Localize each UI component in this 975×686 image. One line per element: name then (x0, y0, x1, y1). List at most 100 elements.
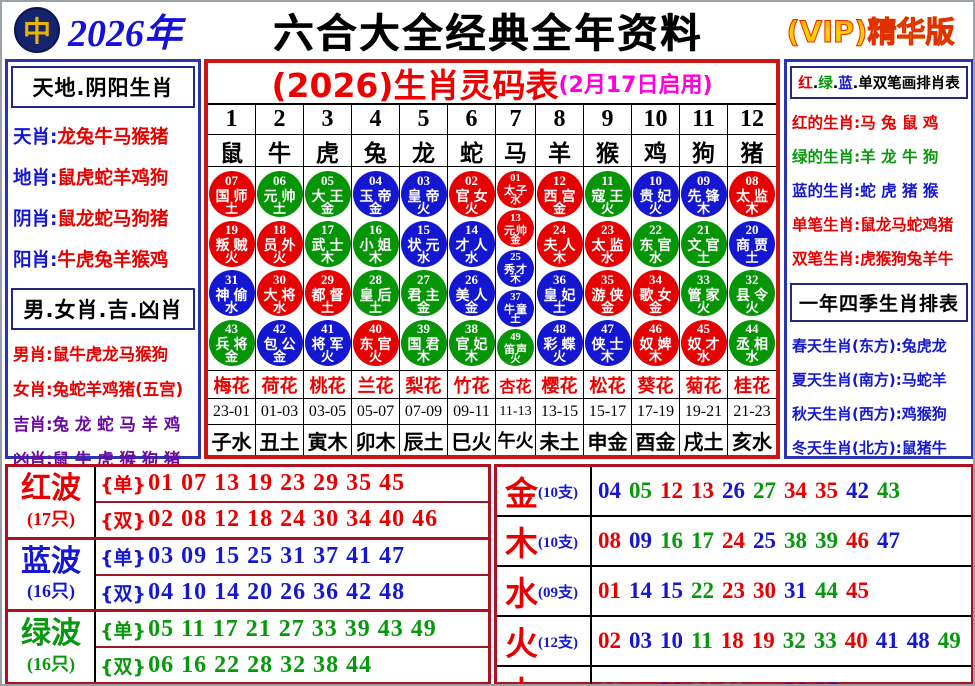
number-ball-36: 36 皇妃土 (536, 270, 583, 317)
gender-zodiac-row-0: 男肖: 鼠牛虎龙马猴狗 (8, 341, 198, 365)
element-number: 49 (937, 628, 961, 653)
table-title-main: (2026)生肖灵码表 (271, 66, 559, 105)
color-zodiac-label: 单笔生肖: (792, 216, 861, 234)
ball-number: 46 (649, 321, 662, 337)
sky-zodiac-value: 龙兔牛马猴猪 (57, 127, 169, 148)
zodiac-column-8: 8 羊 12 西宫金 24 夫人木 36 皇妃土 48 彩蝶火樱花 13-15 未土 (536, 105, 584, 455)
zodiac-grid: 1 鼠 07 国师土 19 叛贼火 31 神偷水 43 兵将金梅花 23-01 子水 2 牛 06 元帅土 18… (208, 105, 776, 455)
sky-zodiac-label: 地肖: (13, 168, 58, 189)
number-ball-16: 16 小姐木 (352, 220, 399, 267)
ball-number: 37 (510, 291, 521, 303)
column-number: 4 (352, 105, 399, 135)
wave-numbers-box: 红波 (17只) {单} 01 07 13 19 23 29 35 45 {双} 02 0… (5, 464, 491, 684)
column-number: 1 (208, 105, 255, 135)
right-section2-rows: 春天生肖(东方): 兔虎龙 夏天生肖(南方): 马蛇羊 秋天生肖(西方): 鸡猴狗 冬天生肖… (787, 335, 971, 458)
ball-number: 30 (273, 271, 286, 287)
ball-title: 叛贼 (215, 238, 252, 255)
number-ball-47: 47 侠士木 (584, 319, 631, 366)
brand-logo-icon: 中 (14, 6, 60, 53)
column-branch: 亥水 (732, 429, 772, 454)
element-numbers-box: 金 (10支) 04 05 12 13 26 27 34 35 42 43 木 (10支) 08 09 16 17… (494, 464, 973, 684)
wave-rows: {单} 05 11 17 21 27 33 39 43 49 {双} 06 16 22… (96, 612, 488, 682)
element-number: 25 (753, 528, 776, 553)
ball-title: 国君 (407, 337, 444, 354)
ball-element: 土 (272, 201, 286, 217)
number-ball-37: 37 牛童土 (497, 289, 534, 327)
ball-element: 木 (368, 251, 382, 267)
ball-element: 金 (416, 300, 430, 316)
sky-zodiac-row-0: 天肖: 龙兔牛马猴猪 (8, 123, 198, 149)
element-name: 金 (505, 474, 538, 513)
wave-row-even: {双} 04 10 14 20 26 36 42 48 (96, 576, 488, 610)
ball-element: 火 (320, 350, 334, 366)
column-branch: 寅木 (307, 429, 348, 454)
number-ball-34: 34 歌女金 (632, 270, 679, 317)
number-ball-40: 40 东官火 (352, 319, 399, 366)
ball-number: 03 (417, 172, 430, 188)
ball-number: 08 (745, 172, 759, 188)
ball-number: 41 (321, 321, 334, 337)
zodiac-column-4: 4 兔 04 玉帝金 16 小姐木 28 皇后土 40 东官火兰花 05-07 卯木 (352, 105, 400, 455)
season-zodiac-row-2: 秋天生肖(西方): 鸡猴狗 (787, 403, 971, 424)
ball-title: 国师 (215, 188, 252, 205)
wave-parity-tag: {单} (100, 619, 147, 642)
ball-number: 15 (417, 222, 430, 238)
season-zodiac-row-3: 冬天生肖(北方): 鼠猪牛 (787, 437, 971, 458)
column-flower: 梅花 (208, 371, 255, 399)
color-zodiac-label: 双笔生肖: (792, 250, 861, 268)
color-zodiac-value: 蛇 虎 猪 猴 (860, 182, 939, 200)
element-number: 05 (629, 478, 652, 503)
column-time: 15-17 (584, 399, 631, 425)
left-section2-title: 男.女肖.吉.凶肖 (11, 288, 195, 330)
wave-numbers: 04 10 14 20 26 36 42 48 (148, 578, 406, 605)
zodiac-column-1: 1 鼠 07 国师土 19 叛贼火 31 神偷水 43 兵将金梅花 23-01 子水 (208, 105, 256, 455)
logo-glyph: 中 (22, 14, 51, 48)
number-ball-30: 30 大将水 (256, 270, 303, 317)
element-number: 11 (691, 628, 713, 653)
right-title-part-4: 蓝 (838, 76, 853, 92)
number-ball-44: 44 丞相水 (729, 319, 775, 366)
wave-numbers: 03 09 15 25 31 37 41 47 (148, 543, 406, 570)
ball-number: 11 (601, 172, 614, 188)
number-ball-22: 22 东官水 (632, 220, 679, 267)
zodiac-column-12: 12 猪 08 太监木 20 商贾土 32 县令火 44 丞相水桂花 21-23 亥水 (728, 105, 776, 455)
column-zodiac: 羊 (536, 135, 583, 167)
ball-element: 火 (510, 352, 521, 365)
ball-element: 金 (600, 300, 614, 316)
ball-title: 西宫 (543, 188, 580, 205)
wave-label: 蓝波 (16只) (8, 539, 96, 610)
ball-element: 土 (368, 300, 382, 316)
element-number: 22 (691, 578, 714, 603)
number-ball-07: 07 国师土 (208, 171, 255, 218)
color-zodiac-row-4: 双笔生肖: 虎猴狗兔羊牛 (787, 247, 971, 269)
number-ball-09: 09 先锋木 (680, 171, 727, 218)
wave-numbers: 02 08 12 18 24 30 34 40 46 (148, 506, 439, 533)
zodiac-column-11: 11 狗 09 先锋木 21 文官土 33 管家火 45 奴才水菊花 19-21 戌土 (680, 105, 728, 455)
gender-zodiac-row-1: 女肖: 兔蛇羊鸡猪(五宫) (8, 376, 198, 400)
ball-number: 45 (697, 321, 710, 337)
ball-number: 48 (553, 321, 566, 337)
ball-title: 夫人 (543, 238, 580, 255)
column-time: 03-05 (304, 399, 351, 425)
number-ball-29: 29 都督土 (304, 270, 351, 317)
element-number: 02 (598, 628, 621, 653)
ball-number: 25 (510, 252, 521, 264)
ball-element: 火 (464, 201, 478, 217)
zodiac-column-9: 9 猴 11 寇王火 23 太监水 35 游侠金 47 侠士木松花 15-17 申金 (584, 105, 632, 455)
ball-element: 木 (320, 251, 334, 267)
zodiac-column-5: 5 龙 03 皇帝火 15 状元水 27 君主金 39 国君木梨花 07-09 辰土 (400, 105, 448, 455)
ball-number: 35 (601, 271, 614, 287)
ball-number: 42 (273, 321, 286, 337)
right-title-part-3: . (832, 76, 839, 92)
ball-element: 火 (368, 350, 382, 366)
ball-title: 太监 (591, 238, 628, 255)
ball-element: 土 (510, 312, 521, 325)
number-ball-38: 38 官妃木 (448, 319, 495, 366)
element-number: 09 (629, 528, 652, 553)
column-balls: 05 大王金 17 武士木 29 都督土 41 将军火 (304, 167, 351, 371)
column-branch: 巳火 (451, 429, 492, 454)
ball-title: 侠士 (591, 337, 628, 354)
column-balls: 02 官女火 14 才人水 26 美人金 38 官妃木 (448, 167, 495, 371)
element-number: 32 (782, 628, 806, 653)
element-number: 18 (720, 628, 744, 653)
